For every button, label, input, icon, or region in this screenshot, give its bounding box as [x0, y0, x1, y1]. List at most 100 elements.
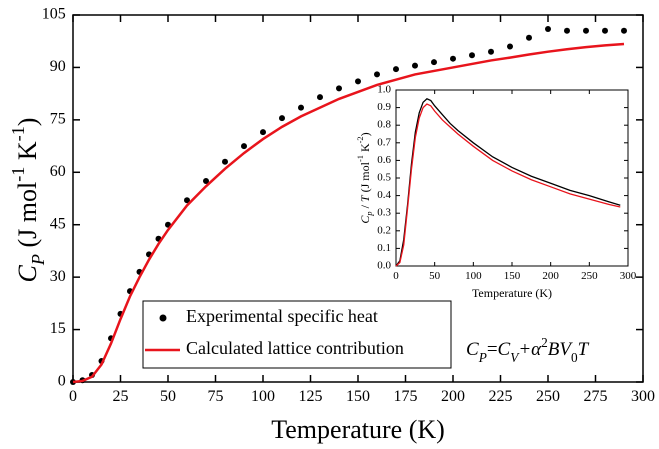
- label-part: T: [358, 194, 372, 202]
- data-line: [72, 42, 625, 384]
- data-point: [184, 197, 190, 204]
- y-tick-label: 0.2: [377, 224, 391, 236]
- label-part: K: [13, 141, 42, 167]
- label-part: P: [28, 254, 48, 266]
- data-point: [374, 71, 380, 78]
- y-tick-label: 0.5: [377, 172, 391, 184]
- legend-box: [142, 300, 452, 369]
- x-tick-label: 225: [489, 388, 513, 405]
- label-part: C: [358, 215, 372, 224]
- legend-marker: [159, 314, 167, 322]
- label-part: (J mol: [13, 182, 42, 254]
- label-part: -2: [356, 136, 365, 143]
- data-point: [355, 78, 361, 85]
- x-tick-label: 100: [251, 388, 275, 405]
- label-part: ): [358, 132, 372, 136]
- data-point: [393, 66, 399, 73]
- label-part: -1: [8, 126, 28, 141]
- data-point: [241, 143, 247, 150]
- data-point: [602, 27, 608, 34]
- x-tick-label: 200: [441, 388, 465, 405]
- label-part: (J mol: [358, 161, 372, 195]
- y-tick-label: 0.8: [377, 119, 391, 131]
- label-part: P: [478, 350, 487, 365]
- data-point: [450, 55, 456, 62]
- data-point: [488, 48, 494, 55]
- y-tick-label: 0.9: [377, 101, 391, 113]
- label-part: -1: [8, 167, 28, 182]
- x-tick-label: 0: [393, 270, 399, 282]
- data-point: [222, 158, 228, 165]
- label-part: /: [358, 202, 372, 211]
- data-point: [564, 27, 570, 34]
- data-point: [526, 34, 532, 41]
- label-part: C: [466, 339, 479, 360]
- x-tick-label: 75: [208, 388, 224, 405]
- y-tick-label: 0.3: [377, 207, 391, 219]
- label-part: C: [498, 339, 511, 360]
- x-tick-label: 50: [429, 270, 441, 282]
- x-tick-label: 200: [542, 270, 559, 282]
- y-tick-label: 0.0: [377, 260, 391, 272]
- y-tick-label: 60: [50, 163, 66, 180]
- data-point: [298, 104, 304, 111]
- data-point: [317, 94, 323, 101]
- data-point: [469, 52, 475, 59]
- x-tick-label: 125: [299, 388, 323, 405]
- y-tick-label: 30: [50, 268, 66, 285]
- data-point: [412, 62, 418, 69]
- data-point: [336, 85, 342, 92]
- x-tick-label: 275: [584, 388, 608, 405]
- data-point: [260, 129, 266, 136]
- x-tick-label: 150: [346, 388, 370, 405]
- data-line: [395, 103, 621, 267]
- y-tick-label: 15: [50, 320, 66, 337]
- data-point: [431, 59, 437, 66]
- y-tick-label: 75: [50, 111, 66, 128]
- legend-formula: CP=CV+α2BV0T: [466, 335, 590, 365]
- label-part: K: [358, 143, 372, 155]
- label-part: p: [365, 211, 374, 216]
- y-tick-label: 0.6: [377, 154, 391, 166]
- x-axis-title: Temperature (K): [472, 286, 552, 300]
- label-part: BV: [548, 339, 574, 360]
- data-point: [621, 27, 627, 34]
- y-tick-label: 0.7: [377, 136, 391, 148]
- y-tick-label: 0.4: [377, 189, 391, 201]
- inset-y-axis-title: Cp / T (J mol-1 K-2): [356, 132, 374, 223]
- x-tick-label: 25: [113, 388, 129, 405]
- plot-area: [395, 89, 629, 267]
- y-tick-label: 1.0: [377, 84, 391, 96]
- label-part: -1: [356, 155, 365, 162]
- x-tick-label: 300: [631, 388, 655, 405]
- label-part: V: [510, 350, 520, 365]
- data-point: [203, 178, 209, 185]
- label-part: C: [13, 264, 42, 282]
- label-part: +α: [518, 339, 542, 360]
- legend-label: Experimental specific heat: [186, 306, 378, 326]
- data-point: [583, 27, 589, 34]
- x-tick-label: 100: [465, 270, 482, 282]
- label-part: =: [487, 339, 498, 360]
- data-point: [545, 25, 551, 32]
- x-tick-label: 250: [581, 270, 598, 282]
- x-tick-label: 150: [504, 270, 521, 282]
- legend-label: Calculated lattice contribution: [186, 338, 404, 358]
- data-point: [507, 43, 513, 50]
- y-tick-label: 0: [58, 373, 66, 390]
- x-tick-label: 300: [620, 270, 637, 282]
- data-point: [279, 115, 285, 122]
- label-part: T: [578, 339, 590, 360]
- label-part: 0: [571, 350, 578, 365]
- label-part: ): [13, 118, 42, 127]
- label-part: 2: [541, 335, 548, 350]
- x-axis-title: Temperature (K): [271, 415, 445, 444]
- y-tick-label: 105: [42, 6, 66, 23]
- x-tick-label: 50: [160, 388, 176, 405]
- y-axis-title: CP (J mol-1 K-1): [8, 118, 48, 283]
- y-tick-label: 90: [50, 58, 66, 75]
- y-tick-label: 0.1: [377, 242, 391, 254]
- x-tick-label: 175: [394, 388, 418, 405]
- y-tick-label: 45: [50, 215, 66, 232]
